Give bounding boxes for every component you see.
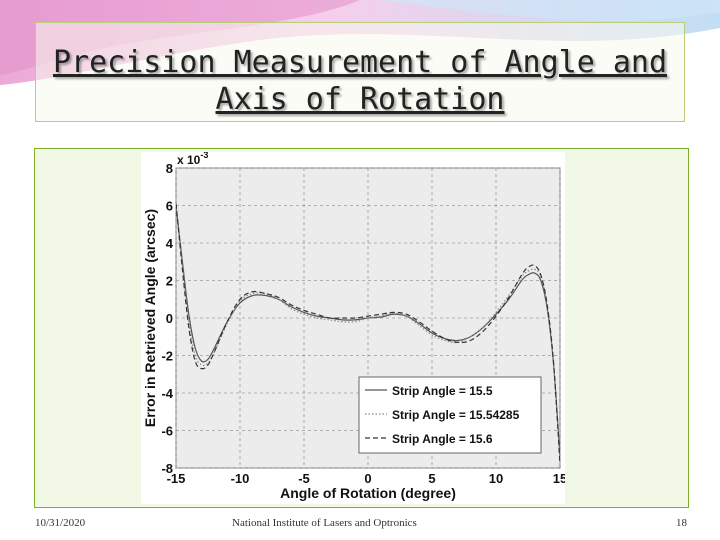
y-tick-label: -2 <box>161 349 173 364</box>
x-tick-label: -15 <box>167 471 186 486</box>
page-number: 18 <box>676 517 687 529</box>
y-axis-label: Error in Retrieved Angle (arcsec) <box>142 209 158 427</box>
series-line <box>176 203 560 465</box>
title-box <box>35 22 685 122</box>
x-tick-label: 0 <box>364 471 371 486</box>
y-tick-label: -6 <box>161 424 173 439</box>
y-tick-label: -4 <box>161 386 173 401</box>
decorative-banner <box>0 0 720 85</box>
y-tick-label: 4 <box>166 236 174 251</box>
y-tick-label: 2 <box>166 274 173 289</box>
error-chart: -15 -10 -5 0 5 10 15 -8 -6 -4 -2 0 2 4 6 8 x 10-3 Angle… <box>141 152 565 504</box>
footer-organization: National Institute of Lasers and Optroni… <box>232 517 417 529</box>
x-tick-label: -10 <box>231 471 250 486</box>
y-tick-label: -8 <box>161 461 173 476</box>
series-lines <box>176 203 560 465</box>
x-tick-label: -5 <box>298 471 310 486</box>
legend-label: Strip Angle = 15.5 <box>392 384 493 398</box>
slide-title: Precision Measurement of Angle and Axis … <box>52 45 668 117</box>
y-tick-label: 8 <box>166 161 173 176</box>
legend: Strip Angle = 15.5 Strip Angle = 15.54285… <box>358 376 542 454</box>
series-line <box>176 205 560 457</box>
y-tick-label: 6 <box>166 199 173 214</box>
footer-date: 10/31/2020 <box>35 517 86 529</box>
x-tick-label: 15 <box>553 471 565 486</box>
legend-label: Strip Angle = 15.6 <box>392 432 493 446</box>
y-tick-label: 0 <box>166 311 173 326</box>
x-tick-label: 10 <box>489 471 503 486</box>
y-multiplier-label: x 10-3 <box>177 152 208 167</box>
x-axis-label: Angle of Rotation (degree) <box>280 485 456 501</box>
tick-labels: -15 -10 -5 0 5 10 15 -8 -6 -4 -2 0 2 4 6 8 <box>161 161 565 486</box>
legend-box <box>358 376 542 454</box>
series-line <box>176 205 560 461</box>
legend-label: Strip Angle = 15.54285 <box>392 408 520 422</box>
x-tick-label: 5 <box>428 471 435 486</box>
